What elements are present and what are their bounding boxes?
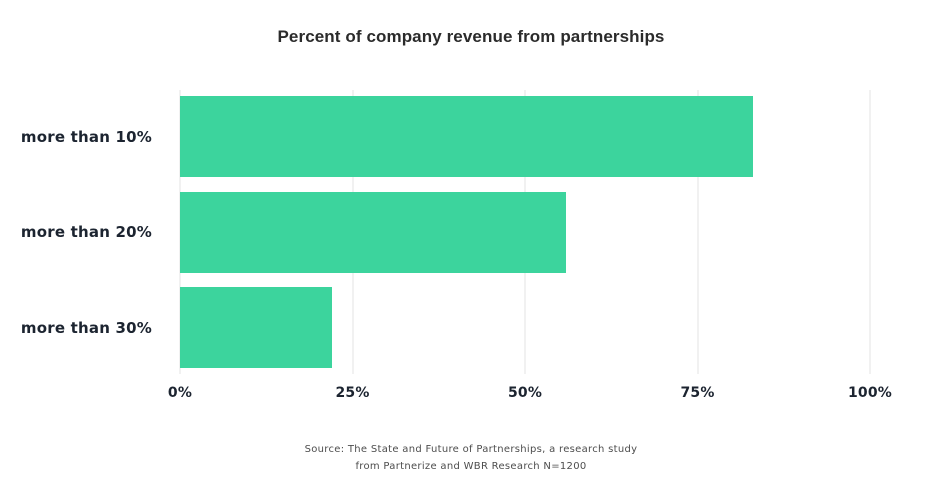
chart-title: Percent of company revenue from partners… xyxy=(277,27,665,46)
bar-more-than-30- xyxy=(180,287,332,368)
x-tick-label: 75% xyxy=(680,385,715,401)
category-label: more than 20% xyxy=(20,223,152,241)
gridline-75 xyxy=(696,90,699,374)
x-tick-label: 50% xyxy=(507,385,543,401)
value-axis: 0% 25% 50% 75% 100% xyxy=(168,385,892,407)
category-label: more than 10% xyxy=(20,128,152,146)
bar-more-than-10- xyxy=(180,96,753,177)
source-note-line-2: from Partnerize and WBR Research N=1200 xyxy=(355,461,587,472)
x-tick-label: 25% xyxy=(335,385,370,401)
x-tick-label: 100% xyxy=(847,385,893,401)
x-tick-label: 0% xyxy=(167,385,193,401)
source-note: Source: The State and Future of Partners… xyxy=(0,441,942,475)
source-note-line-1: Source: The State and Future of Partners… xyxy=(304,444,638,455)
category-axis: more than 10% more than 20% more than 30% xyxy=(0,90,152,374)
plot-area xyxy=(179,90,871,374)
gridline-100 xyxy=(869,90,871,374)
bar-more-than-20- xyxy=(180,192,566,273)
category-label: more than 30% xyxy=(20,319,152,337)
